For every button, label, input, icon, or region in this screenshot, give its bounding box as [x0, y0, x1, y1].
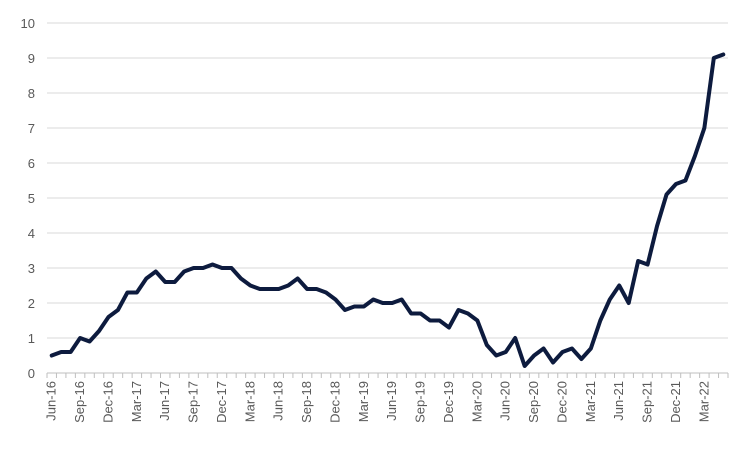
- gridlines: [47, 22, 728, 339]
- x-tick-label: Jun-18: [271, 381, 286, 421]
- y-tick-label: 2: [28, 296, 35, 311]
- x-tick-label: Mar-19: [356, 381, 371, 422]
- x-tick-label: Jun-19: [384, 381, 399, 421]
- x-tick-label: Dec-20: [554, 381, 569, 423]
- x-tick-label: Mar-22: [696, 381, 711, 422]
- series-line-0: [49, 52, 726, 368]
- x-tick-label: Mar-17: [129, 381, 144, 422]
- x-tick-label: Mar-21: [583, 381, 598, 422]
- x-tick-label: Sep-16: [72, 381, 87, 423]
- x-tick-label: Dec-19: [441, 381, 456, 423]
- x-tick-label: Dec-21: [668, 381, 683, 423]
- x-tick-label: Jun-21: [611, 381, 626, 421]
- x-tick-label: Mar-18: [242, 381, 257, 422]
- x-tick-label: Sep-17: [186, 381, 201, 423]
- x-tick-label: Dec-17: [214, 381, 229, 423]
- series-layer: [49, 52, 726, 368]
- y-tick-label: 5: [28, 191, 35, 206]
- x-tick-label: Dec-18: [327, 381, 342, 423]
- y-tick-label: 0: [28, 366, 35, 381]
- x-tick-label: Sep-19: [413, 381, 428, 423]
- x-tick-label: Mar-20: [469, 381, 484, 422]
- x-tick-label: Jun-17: [157, 381, 172, 421]
- y-tick-label: 9: [28, 51, 35, 66]
- y-tick-label: 10: [21, 16, 35, 31]
- y-tick-label: 7: [28, 121, 35, 136]
- x-axis: Jun-16 Sep-16 Dec-16 Mar-17 Jun-17 Sep-17 Dec-…: [44, 372, 729, 423]
- y-tick-label: 6: [28, 156, 35, 171]
- x-tick-label: Sep-21: [640, 381, 655, 423]
- y-tick-label: 3: [28, 261, 35, 276]
- x-tick-label: Sep-20: [526, 381, 541, 423]
- x-tick-label: Sep-18: [299, 381, 314, 423]
- y-tick-label: 4: [28, 226, 35, 241]
- x-tick-label: Jun-16: [44, 381, 59, 421]
- y-axis: 0 1 2 3 4 5 6 7 8 9 10: [21, 16, 35, 381]
- x-tick-label: Dec-16: [100, 381, 115, 423]
- x-tick-label: Jun-20: [498, 381, 513, 421]
- y-tick-label: 1: [28, 331, 35, 346]
- y-tick-label: 8: [28, 86, 35, 101]
